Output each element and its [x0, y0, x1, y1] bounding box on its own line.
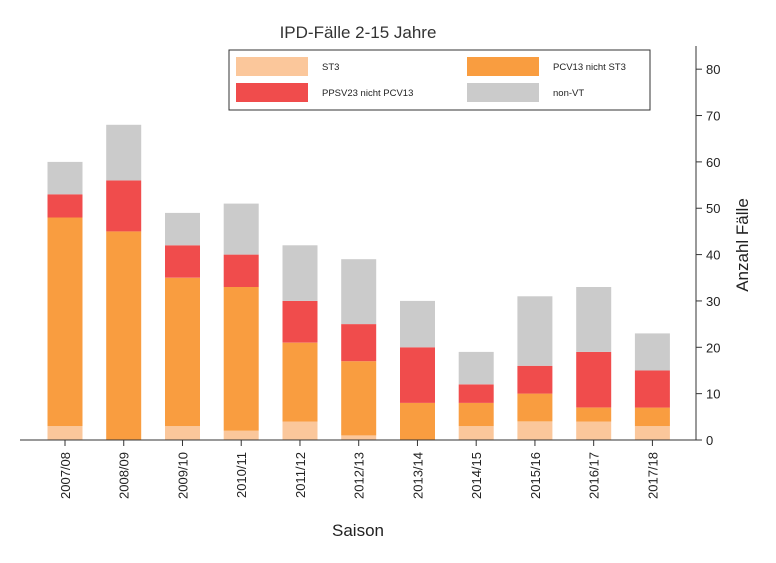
bar-2012-13-pcv13-nicht-st3 [341, 361, 377, 436]
bar-2010-11-ppsv23-nicht-pcv13 [223, 254, 259, 287]
bar-2015-16-non-vt [517, 296, 553, 366]
legend-label-pcv13-nicht-st3: PCV13 nicht ST3 [553, 62, 626, 73]
y-ticks-group: 0 10 20 30 40 50 60 70 80 [696, 62, 720, 448]
bar-2016-17-non-vt [576, 287, 612, 352]
x-tick-label-2009-10: 2009/10 [175, 452, 190, 499]
legend: ST3 PCV13 nicht ST3 PPSV23 nicht PCV13 non-… [228, 49, 651, 111]
legend-swatch-non-vt [467, 83, 539, 102]
chart-title: IPD-Fälle 2-15 Jahre [280, 23, 437, 42]
bar-2011-12-ppsv23-nicht-pcv13 [282, 300, 318, 343]
y-tick-label-80: 80 [706, 62, 720, 77]
bar-2013-14-ppsv23-nicht-pcv13 [400, 347, 435, 403]
bar-2008-09-ppsv23-nicht-pcv13 [106, 180, 142, 232]
legend-swatch-st3 [236, 57, 308, 76]
x-ticks-group: 2007/08 2008/09 2009/10 2010/11 2011/12 2012/… [58, 440, 660, 499]
x-axis-title: Saison [332, 521, 384, 540]
bar-2007-08-non-vt [47, 161, 83, 195]
bar-2007-08-st3 [47, 426, 83, 440]
x-tick-label-2016-17: 2016/17 [587, 452, 602, 499]
x-tick-label-2017-18: 2017/18 [645, 452, 660, 499]
bar-2010-11-st3 [223, 430, 259, 440]
y-tick-label-70: 70 [706, 109, 720, 124]
y-tick-label-20: 20 [706, 340, 720, 355]
x-tick-label-2011-12: 2011/12 [293, 452, 308, 498]
x-tick-label-2007-08: 2007/08 [58, 452, 73, 499]
bar-2009-10-ppsv23-nicht-pcv13 [165, 245, 200, 278]
bars-group [47, 124, 670, 440]
x-tick-label-2012-13: 2012/13 [352, 452, 367, 499]
legend-label-st3: ST3 [322, 62, 339, 73]
bar-2013-14-non-vt [400, 300, 435, 348]
bar-2008-09-pcv13-nicht-st3 [106, 231, 142, 440]
y-tick-label-60: 60 [706, 155, 720, 170]
bar-2009-10-pcv13-nicht-st3 [165, 277, 200, 427]
bar-2015-16-ppsv23-nicht-pcv13 [517, 365, 553, 394]
x-tick-label-2015-16: 2015/16 [528, 452, 543, 499]
bar-2015-16-pcv13-nicht-st3 [517, 393, 553, 422]
x-tick-label-2010-11: 2010/11 [234, 452, 249, 498]
bar-2016-17-st3 [576, 421, 612, 440]
bar-2009-10-st3 [165, 426, 200, 440]
bar-2010-11-pcv13-nicht-st3 [223, 287, 259, 431]
bar-2017-18-non-vt [634, 333, 670, 371]
bar-2013-14-pcv13-nicht-st3 [400, 402, 435, 440]
bar-2009-10-non-vt [165, 212, 200, 246]
bar-2017-18-st3 [634, 426, 670, 440]
bar-2016-17-pcv13-nicht-st3 [576, 407, 612, 422]
y-tick-label-0: 0 [706, 433, 713, 448]
bar-2016-17-ppsv23-nicht-pcv13 [576, 351, 612, 408]
bar-2017-18-pcv13-nicht-st3 [634, 407, 670, 427]
legend-swatch-pcv13-nicht-st3 [467, 57, 539, 76]
bar-2014-15-non-vt [458, 351, 494, 385]
bar-2011-12-st3 [282, 421, 318, 440]
bar-2007-08-ppsv23-nicht-pcv13 [47, 194, 83, 218]
bar-2014-15-ppsv23-nicht-pcv13 [458, 384, 494, 403]
bar-2011-12-pcv13-nicht-st3 [282, 342, 318, 422]
x-tick-label-2013-14: 2013/14 [410, 452, 425, 499]
bar-2010-11-non-vt [223, 203, 259, 255]
bar-2011-12-non-vt [282, 245, 318, 301]
bar-2015-16-st3 [517, 421, 553, 440]
bar-2014-15-pcv13-nicht-st3 [458, 402, 494, 427]
bar-2007-08-pcv13-nicht-st3 [47, 217, 83, 427]
bar-2012-13-ppsv23-nicht-pcv13 [341, 324, 377, 362]
x-tick-label-2014-15: 2014/15 [469, 452, 484, 499]
y-tick-label-30: 30 [706, 294, 720, 309]
y-tick-label-10: 10 [706, 387, 720, 402]
bar-2012-13-non-vt [341, 259, 377, 325]
bar-2017-18-ppsv23-nicht-pcv13 [634, 370, 670, 408]
legend-label-ppsv23-nicht-pcv13: PPSV23 nicht PCV13 [322, 88, 413, 99]
y-tick-label-40: 40 [706, 248, 720, 263]
bar-2008-09-non-vt [106, 124, 142, 181]
bar-2014-15-st3 [458, 426, 494, 440]
x-tick-label-2008-09: 2008/09 [117, 452, 132, 499]
y-axis-title: Anzahl Fälle [733, 198, 752, 292]
bar-2012-13-st3 [341, 435, 377, 440]
legend-label-non-vt: non-VT [553, 88, 584, 99]
legend-swatch-ppsv23-nicht-pcv13 [236, 83, 308, 102]
y-tick-label-50: 50 [706, 201, 720, 216]
